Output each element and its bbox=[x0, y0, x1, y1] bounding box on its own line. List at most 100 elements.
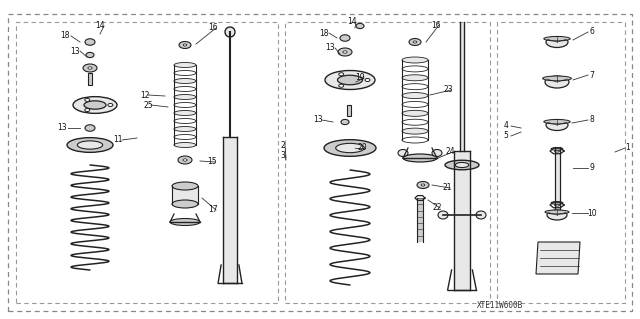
Text: 15: 15 bbox=[207, 158, 217, 167]
Ellipse shape bbox=[325, 70, 375, 90]
Ellipse shape bbox=[338, 48, 352, 56]
Ellipse shape bbox=[84, 108, 90, 112]
Ellipse shape bbox=[174, 110, 196, 115]
Ellipse shape bbox=[67, 137, 113, 152]
Text: 21: 21 bbox=[442, 183, 452, 192]
Ellipse shape bbox=[183, 44, 187, 46]
Text: 13: 13 bbox=[57, 123, 67, 132]
Text: 1: 1 bbox=[626, 144, 630, 152]
Ellipse shape bbox=[551, 148, 563, 150]
Ellipse shape bbox=[225, 27, 235, 37]
Ellipse shape bbox=[438, 211, 448, 219]
Ellipse shape bbox=[544, 36, 570, 41]
Text: 4: 4 bbox=[504, 122, 508, 130]
Ellipse shape bbox=[86, 52, 94, 58]
Ellipse shape bbox=[336, 143, 364, 153]
Ellipse shape bbox=[174, 78, 196, 84]
Ellipse shape bbox=[409, 39, 421, 46]
Ellipse shape bbox=[421, 184, 425, 186]
Ellipse shape bbox=[398, 150, 408, 157]
Ellipse shape bbox=[85, 125, 95, 131]
Ellipse shape bbox=[85, 99, 90, 101]
Ellipse shape bbox=[174, 143, 196, 147]
Ellipse shape bbox=[339, 84, 344, 87]
Ellipse shape bbox=[554, 150, 559, 152]
Text: 18: 18 bbox=[60, 32, 70, 41]
Ellipse shape bbox=[337, 75, 362, 85]
Ellipse shape bbox=[83, 64, 97, 72]
Ellipse shape bbox=[108, 103, 113, 107]
Ellipse shape bbox=[455, 162, 468, 167]
Ellipse shape bbox=[343, 51, 347, 53]
Text: 14: 14 bbox=[347, 18, 357, 26]
Text: 23: 23 bbox=[443, 85, 453, 94]
Ellipse shape bbox=[356, 23, 364, 29]
Text: 16: 16 bbox=[431, 20, 441, 29]
Text: 25: 25 bbox=[143, 100, 153, 109]
Ellipse shape bbox=[174, 127, 196, 131]
Ellipse shape bbox=[324, 140, 376, 156]
Text: 11: 11 bbox=[113, 136, 123, 145]
Ellipse shape bbox=[402, 93, 428, 99]
Ellipse shape bbox=[178, 156, 192, 164]
Ellipse shape bbox=[413, 41, 417, 43]
Text: 19: 19 bbox=[355, 73, 365, 83]
Ellipse shape bbox=[546, 120, 568, 130]
Ellipse shape bbox=[551, 202, 563, 204]
Text: 13: 13 bbox=[313, 115, 323, 124]
Ellipse shape bbox=[88, 67, 92, 69]
Text: 9: 9 bbox=[589, 164, 595, 173]
Ellipse shape bbox=[543, 76, 572, 81]
Text: 12: 12 bbox=[140, 91, 150, 100]
Ellipse shape bbox=[339, 73, 344, 76]
Polygon shape bbox=[536, 242, 580, 274]
Text: 20: 20 bbox=[357, 144, 367, 152]
Ellipse shape bbox=[85, 39, 95, 45]
Text: 22: 22 bbox=[432, 204, 442, 212]
Ellipse shape bbox=[432, 150, 442, 157]
Ellipse shape bbox=[365, 78, 370, 81]
Ellipse shape bbox=[476, 211, 486, 219]
Ellipse shape bbox=[445, 160, 479, 170]
Ellipse shape bbox=[402, 128, 428, 134]
Text: XTE11W600B: XTE11W600B bbox=[477, 300, 523, 309]
Text: 6: 6 bbox=[589, 27, 595, 36]
Ellipse shape bbox=[340, 35, 350, 41]
Ellipse shape bbox=[546, 36, 568, 48]
Text: 17: 17 bbox=[208, 205, 218, 214]
Ellipse shape bbox=[545, 210, 569, 214]
Ellipse shape bbox=[84, 101, 106, 109]
Ellipse shape bbox=[174, 63, 196, 68]
Text: 13: 13 bbox=[70, 47, 80, 56]
Ellipse shape bbox=[544, 120, 570, 124]
Text: 7: 7 bbox=[589, 70, 595, 79]
Ellipse shape bbox=[403, 154, 437, 162]
Text: 16: 16 bbox=[208, 24, 218, 33]
Ellipse shape bbox=[183, 159, 187, 161]
Ellipse shape bbox=[73, 97, 117, 113]
Ellipse shape bbox=[77, 141, 102, 149]
Text: 14: 14 bbox=[95, 21, 105, 31]
Ellipse shape bbox=[172, 200, 198, 208]
Ellipse shape bbox=[402, 57, 428, 63]
Text: 5: 5 bbox=[504, 131, 508, 140]
Ellipse shape bbox=[417, 182, 429, 189]
Ellipse shape bbox=[170, 219, 200, 226]
Ellipse shape bbox=[402, 75, 428, 81]
Text: 24: 24 bbox=[445, 147, 455, 157]
Text: 3: 3 bbox=[280, 151, 285, 160]
Ellipse shape bbox=[172, 182, 198, 190]
Ellipse shape bbox=[341, 119, 349, 125]
Bar bbox=[347, 105, 351, 116]
Ellipse shape bbox=[174, 94, 196, 100]
Text: 10: 10 bbox=[587, 209, 597, 218]
Text: 8: 8 bbox=[589, 115, 595, 124]
Text: 18: 18 bbox=[319, 28, 329, 38]
Ellipse shape bbox=[402, 110, 428, 116]
Ellipse shape bbox=[545, 76, 569, 88]
Ellipse shape bbox=[547, 210, 567, 220]
Text: 2: 2 bbox=[280, 140, 285, 150]
Ellipse shape bbox=[179, 41, 191, 48]
Ellipse shape bbox=[554, 204, 559, 206]
Bar bbox=[88, 73, 92, 85]
